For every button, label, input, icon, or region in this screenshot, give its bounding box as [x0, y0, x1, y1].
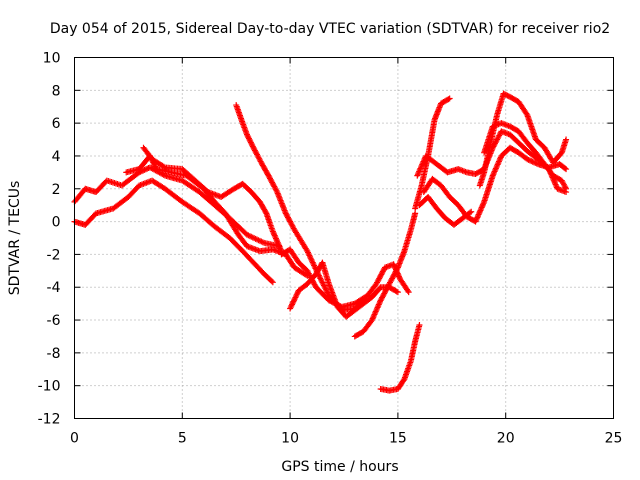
series-sat-a — [71, 164, 283, 250]
data-point — [288, 302, 295, 309]
y-tick-label: 0 — [52, 215, 61, 231]
data-point — [273, 187, 280, 194]
y-tick-label: 2 — [52, 182, 61, 198]
data-point — [445, 96, 452, 103]
data-point — [524, 156, 531, 163]
x-tick-label: 25 — [605, 431, 623, 447]
x-tick-label: 5 — [178, 431, 187, 447]
y-tick-label: 6 — [52, 116, 61, 132]
series-sat-i — [377, 321, 423, 394]
chart-title: Day 054 of 2015, Sidereal Day-to-day VTE… — [50, 21, 610, 37]
data-point — [268, 278, 275, 285]
axis-ticks: 0 5 10 15 20 25 -12 -10 -8 -6 -4 -2 0 2 4 6 8 10 — [38, 51, 623, 447]
data-point — [293, 293, 300, 300]
data-point — [562, 184, 569, 191]
series-sat-e — [233, 102, 369, 314]
data-point — [563, 185, 570, 192]
data-point — [245, 134, 252, 141]
data-point — [243, 131, 250, 138]
data-point — [293, 291, 300, 298]
data-point — [528, 158, 535, 165]
data-point — [563, 166, 570, 173]
data-point — [140, 167, 147, 174]
data-point — [269, 279, 276, 286]
x-axis-label: GPS time / hours — [281, 459, 398, 475]
data-point — [247, 138, 254, 145]
data-point — [249, 143, 256, 150]
data-points — [71, 90, 570, 394]
series-sat-b — [71, 177, 276, 286]
data-point — [249, 142, 256, 149]
data-point — [246, 136, 253, 143]
series-sat-l — [420, 144, 570, 225]
data-point — [526, 157, 533, 164]
data-point — [393, 288, 400, 295]
x-tick-label: 20 — [497, 431, 515, 447]
y-tick-label: 10 — [43, 51, 61, 67]
data-point — [530, 159, 537, 166]
data-point — [245, 135, 252, 142]
series-sat-g — [287, 259, 401, 320]
data-point — [404, 287, 411, 294]
y-tick-label: -6 — [47, 313, 61, 329]
data-point — [289, 300, 296, 307]
series-sat-d — [140, 144, 285, 255]
plot-frame — [74, 57, 614, 419]
data-point — [142, 166, 149, 173]
data-point — [563, 136, 570, 143]
data-point — [529, 158, 536, 165]
data-point — [287, 304, 294, 311]
series-sat-h — [351, 210, 419, 340]
y-tick-label: -10 — [38, 379, 61, 395]
data-point — [394, 289, 401, 296]
data-point — [400, 377, 407, 384]
data-point — [405, 289, 412, 296]
y-tick-label: -2 — [47, 247, 61, 263]
series-sat-n — [476, 90, 570, 189]
x-tick-label: 0 — [70, 431, 79, 447]
data-point — [446, 95, 453, 102]
data-point — [287, 305, 294, 312]
data-point — [291, 297, 298, 304]
series-sat-c — [123, 152, 311, 279]
data-point — [160, 163, 167, 170]
grid-lines — [74, 57, 614, 419]
series-sat-o — [481, 120, 570, 192]
data-point — [466, 209, 473, 216]
data-point — [152, 163, 159, 170]
data-point — [468, 208, 475, 215]
data-point — [262, 209, 269, 216]
series-sat-m — [416, 193, 475, 228]
data-point — [523, 110, 530, 117]
data-point — [416, 321, 423, 328]
y-tick-label: -12 — [38, 412, 61, 428]
x-tick-label: 10 — [281, 431, 299, 447]
y-axis-label: SDTVAR / TECUs — [7, 181, 23, 296]
data-point — [244, 132, 251, 139]
data-point — [292, 294, 299, 301]
y-tick-label: -4 — [47, 280, 61, 296]
y-tick-label: -8 — [47, 346, 61, 362]
data-point — [290, 298, 297, 305]
data-point — [291, 295, 298, 302]
data-point — [294, 290, 301, 297]
data-point — [532, 159, 539, 166]
data-point — [561, 165, 568, 172]
data-point — [247, 139, 254, 146]
x-tick-label: 15 — [389, 431, 407, 447]
data-point — [289, 301, 296, 308]
data-point — [141, 166, 148, 173]
data-point — [394, 265, 401, 272]
data-point — [525, 156, 532, 163]
data-point — [533, 160, 540, 167]
series-sat-j — [412, 95, 453, 212]
y-tick-label: 4 — [52, 149, 61, 165]
data-point — [248, 140, 255, 147]
y-tick-label: 8 — [52, 83, 61, 99]
